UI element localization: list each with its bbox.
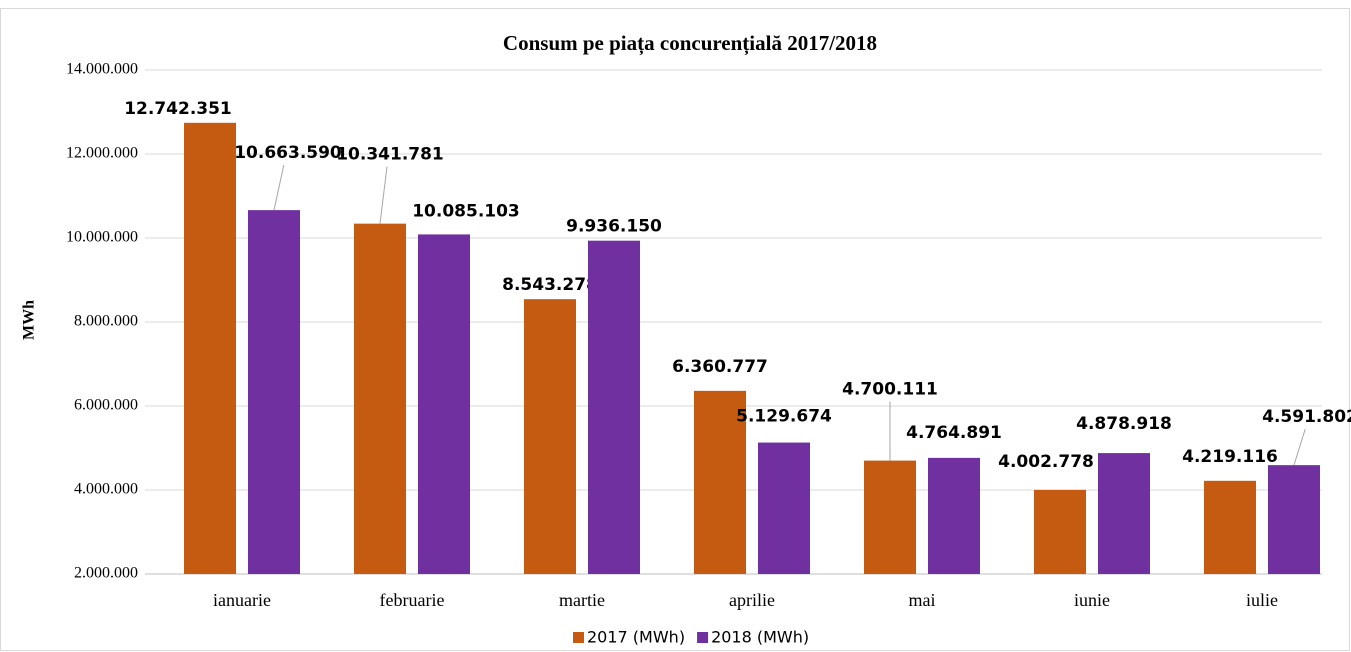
value-label: 8.543.278 [502,275,598,295]
bar [354,223,406,574]
y-tick-label: 12.000.000 [66,145,138,162]
x-tick-label: februarie [380,590,445,610]
leader-line [1293,428,1306,466]
y-tick-label: 10.000.000 [66,229,138,246]
value-label: 10.341.781 [336,145,444,165]
y-tick-label: 2.000.000 [74,565,138,582]
bar [1268,465,1320,574]
bar [758,442,810,574]
value-label: 6.360.777 [672,357,768,377]
leader-line [273,165,285,211]
leader-line [379,166,388,224]
value-label: 12.742.351 [124,99,232,119]
y-tick-label: 14.000.000 [66,61,138,78]
y-tick-label: 8.000.000 [74,313,138,330]
bar [1098,453,1150,574]
bar [248,210,300,575]
legend-label: 2018 (MWh) [711,628,809,647]
value-label: 4.219.116 [1182,447,1278,467]
x-tick-label: mai [909,590,936,610]
value-label: 4.878.918 [1076,414,1172,434]
bar [588,240,640,574]
legend-label: 2017 (MWh) [587,628,685,647]
value-label: 4.700.111 [842,380,938,400]
y-tick-label: 6.000.000 [74,397,138,414]
x-tick-label: ianuarie [213,590,271,610]
value-label: 10.663.590 [234,143,342,163]
bar [864,460,916,574]
value-label: 4.764.891 [906,423,1002,443]
legend-swatch [697,632,709,643]
y-tick-label: 4.000.000 [74,481,138,498]
x-tick-label: iulie [1246,590,1278,610]
bar [184,122,236,574]
bar [928,457,980,574]
chart-title: Consum pe piața concurențială 2017/2018 [503,31,877,56]
value-label: 4.002.778 [998,452,1094,472]
value-label: 4.591.802 [1262,407,1351,427]
bar [1034,489,1086,574]
bar [418,234,470,575]
bar [1204,480,1256,574]
x-tick-label: martie [559,590,605,610]
bar [524,299,576,574]
value-label: 10.085.103 [412,201,520,221]
legend-swatch [573,632,584,643]
x-tick-label: iunie [1074,590,1110,610]
value-label: 5.129.674 [736,407,832,427]
x-tick-label: aprilie [729,590,775,610]
bar [694,390,746,574]
value-label: 9.936.150 [566,217,662,237]
y-axis-label: MWh [21,300,38,340]
